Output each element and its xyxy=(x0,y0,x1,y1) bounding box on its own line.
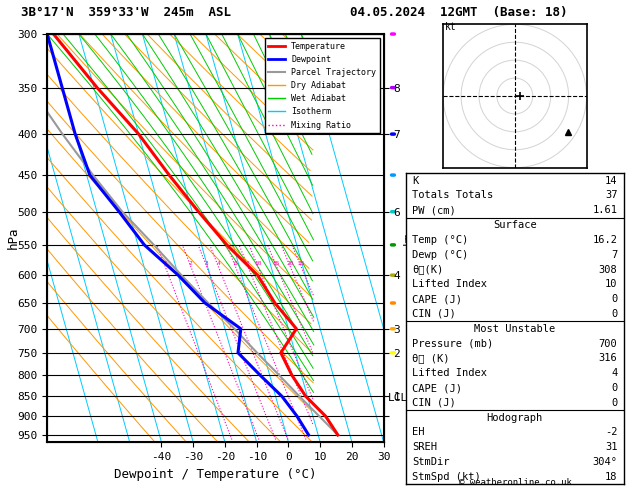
Text: 0: 0 xyxy=(611,309,618,319)
Text: CAPE (J): CAPE (J) xyxy=(412,383,462,393)
Text: 4: 4 xyxy=(216,261,220,266)
Text: 308: 308 xyxy=(599,264,618,275)
Text: hPa: hPa xyxy=(7,227,20,249)
Text: Hodograph: Hodograph xyxy=(487,413,543,423)
Text: 37: 37 xyxy=(605,191,618,201)
Text: EH: EH xyxy=(412,428,425,437)
Text: 04.05.2024  12GMT  (Base: 18): 04.05.2024 12GMT (Base: 18) xyxy=(350,6,568,18)
Text: kt: kt xyxy=(445,22,457,32)
Text: 700: 700 xyxy=(599,339,618,348)
Text: θᴇ (K): θᴇ (K) xyxy=(412,353,450,364)
Text: Lifted Index: Lifted Index xyxy=(412,279,487,289)
Text: 0: 0 xyxy=(611,294,618,304)
X-axis label: Dewpoint / Temperature (°C): Dewpoint / Temperature (°C) xyxy=(114,468,316,481)
Text: 15: 15 xyxy=(273,261,280,266)
Text: 3B°17'N  359°33'W  245m  ASL: 3B°17'N 359°33'W 245m ASL xyxy=(21,6,231,18)
Text: 25: 25 xyxy=(298,261,304,266)
Text: SREH: SREH xyxy=(412,442,437,452)
Text: 1: 1 xyxy=(164,261,167,266)
Text: © weatheronline.co.uk: © weatheronline.co.uk xyxy=(459,478,572,486)
Legend: Temperature, Dewpoint, Parcel Trajectory, Dry Adiabat, Wet Adiabat, Isotherm, Mi: Temperature, Dewpoint, Parcel Trajectory… xyxy=(265,38,379,133)
Text: K: K xyxy=(412,175,418,186)
Text: LCL: LCL xyxy=(388,393,408,403)
Text: -2: -2 xyxy=(605,428,618,437)
Text: Dewp (°C): Dewp (°C) xyxy=(412,250,469,260)
Text: 2: 2 xyxy=(189,261,192,266)
Text: StmDir: StmDir xyxy=(412,457,450,467)
Text: 1.61: 1.61 xyxy=(593,205,618,215)
Text: Pressure (mb): Pressure (mb) xyxy=(412,339,494,348)
Text: CAPE (J): CAPE (J) xyxy=(412,294,462,304)
Text: 31: 31 xyxy=(605,442,618,452)
Text: θᴇ(K): θᴇ(K) xyxy=(412,264,443,275)
Text: 304°: 304° xyxy=(593,457,618,467)
Text: 0: 0 xyxy=(611,383,618,393)
Text: 8: 8 xyxy=(246,261,250,266)
Text: Lifted Index: Lifted Index xyxy=(412,368,487,378)
Text: 18: 18 xyxy=(605,472,618,482)
Text: 4: 4 xyxy=(611,368,618,378)
Text: Totals Totals: Totals Totals xyxy=(412,191,494,201)
Y-axis label: km
ASL: km ASL xyxy=(403,228,425,248)
Text: 316: 316 xyxy=(599,353,618,364)
Text: 7: 7 xyxy=(611,250,618,260)
Text: 6: 6 xyxy=(233,261,237,266)
Text: 10: 10 xyxy=(605,279,618,289)
Text: Mixing Ratio (g/kg): Mixing Ratio (g/kg) xyxy=(453,215,463,327)
Text: 3: 3 xyxy=(204,261,208,266)
Text: CIN (J): CIN (J) xyxy=(412,309,456,319)
Text: 20: 20 xyxy=(286,261,294,266)
Text: Most Unstable: Most Unstable xyxy=(474,324,555,334)
Text: Temp (°C): Temp (°C) xyxy=(412,235,469,245)
Text: 0: 0 xyxy=(611,398,618,408)
Text: 16.2: 16.2 xyxy=(593,235,618,245)
Text: CIN (J): CIN (J) xyxy=(412,398,456,408)
Text: PW (cm): PW (cm) xyxy=(412,205,456,215)
Text: 14: 14 xyxy=(605,175,618,186)
Text: Surface: Surface xyxy=(493,220,537,230)
Text: 10: 10 xyxy=(254,261,262,266)
Text: StmSpd (kt): StmSpd (kt) xyxy=(412,472,481,482)
